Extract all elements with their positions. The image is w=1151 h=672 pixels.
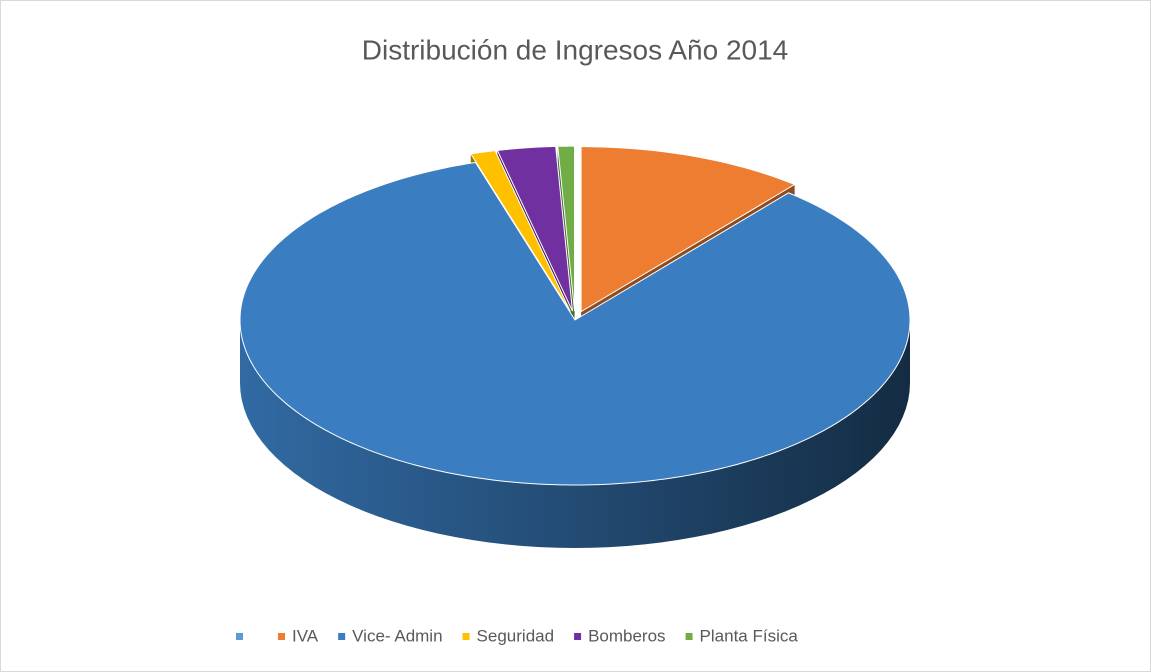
legend-label: Bomberos	[588, 626, 665, 645]
legend-marker	[574, 633, 582, 640]
slice	[239, 161, 911, 486]
legend-label: Planta Física	[700, 626, 799, 645]
legend-label: Seguridad	[477, 626, 555, 645]
legend: IVA Vice- Admin Seguridad Bomberos Planta Fí…	[236, 626, 798, 645]
slice	[580, 146, 796, 313]
chart-title: Distribución de Ingresos Año 2014	[362, 34, 789, 65]
slice	[557, 145, 576, 312]
slice-sides	[240, 320, 910, 548]
legend-marker	[462, 633, 470, 640]
slice	[496, 145, 574, 312]
slice-tops	[239, 145, 911, 486]
slice-side	[240, 320, 910, 548]
pie	[239, 145, 911, 548]
legend-label: IVA	[292, 626, 319, 645]
legend-label: Vice- Admin	[352, 626, 442, 645]
legend-marker	[338, 633, 346, 640]
legend-marker	[685, 633, 693, 640]
legend-marker	[236, 633, 243, 640]
legend-marker	[278, 633, 285, 640]
slice	[469, 150, 571, 312]
